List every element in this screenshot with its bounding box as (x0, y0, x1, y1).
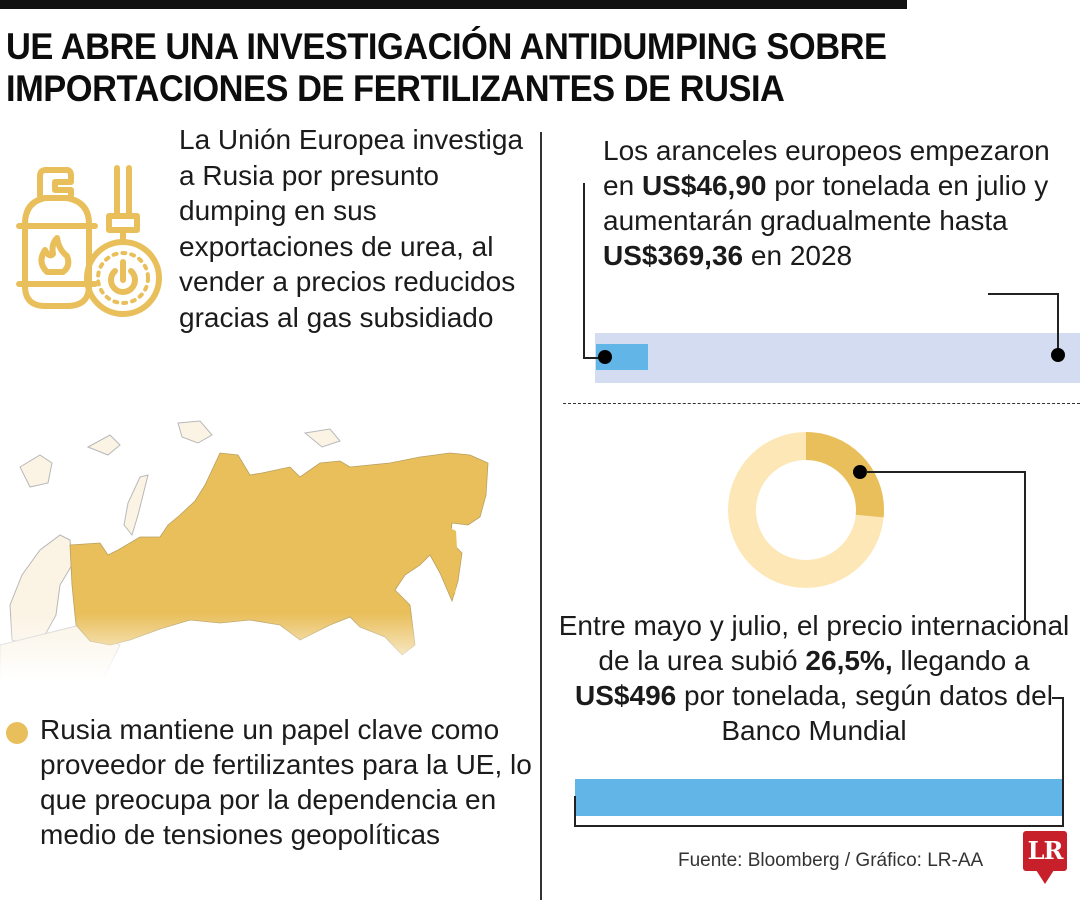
urea-text-1: Entre mayo y julio, el precio internacio… (558, 610, 1070, 676)
urea-text-3: por tonelada, según datos del Banco Mund… (676, 680, 1053, 746)
leader-line-donut-h (866, 471, 1025, 473)
urea-price-bar (575, 779, 1062, 816)
leader-line-end-h (988, 293, 1058, 295)
leader-line-start (583, 183, 585, 358)
bracket-right (1062, 697, 1064, 827)
section-separator (563, 403, 1080, 404)
title-line-1: UE ABRE UNA INVESTIGACIÓN ANTIDUMPING SO… (6, 26, 887, 67)
marker-dot-start (598, 350, 612, 364)
source-credit: Fuente: Bloomberg / Gráfico: LR-AA (678, 850, 984, 871)
russia-map (0, 405, 530, 696)
tariff-description: Los aranceles europeos empezaron en US$4… (603, 133, 1073, 273)
urea-text-2: llegando a (892, 645, 1030, 676)
urea-price-value: US$496 (575, 680, 677, 711)
bullet-text: Rusia mantiene un papel clave como prove… (40, 714, 532, 850)
title-line-2: IMPORTACIONES DE FERTILIZANTES DE RUSIA (6, 68, 785, 109)
gas-cylinder-icon (5, 158, 165, 318)
tariff-end-value: US$369,36 (603, 240, 744, 271)
lr-logo: LR (1023, 831, 1067, 871)
header-rule (0, 0, 907, 9)
bullet-dot-icon (6, 722, 28, 744)
tariff-text-2: por tonelada en julio y aumentarán gradu… (603, 170, 1049, 236)
urea-donut-chart (726, 430, 886, 590)
leader-line-end (1057, 293, 1059, 353)
tariff-text-1: Los aranceles europeos empezaron en (603, 135, 1050, 201)
bracket-bottom (574, 825, 1064, 827)
marker-dot-end (1051, 348, 1065, 362)
tariff-bar-2028 (595, 333, 1080, 383)
tariff-start-value: US$46,90 (641, 170, 767, 201)
urea-percent-value: 26,5%, (805, 645, 893, 676)
tariff-text-3: en 2028 (743, 240, 853, 271)
column-divider (540, 132, 542, 900)
urea-description: Entre mayo y julio, el precio internacio… (548, 608, 1080, 748)
page-title: UE ABRE UNA INVESTIGACIÓN ANTIDUMPING SO… (6, 26, 936, 110)
bracket-left (574, 796, 576, 826)
lr-logo-tail (1036, 870, 1054, 884)
leader-line-donut-v (1024, 471, 1026, 621)
bracket-arrow (1052, 697, 1063, 699)
intro-text: La Unión Europea investiga a Rusia por p… (179, 124, 524, 333)
leader-line-start-h (583, 357, 605, 359)
marker-dot-donut (853, 465, 867, 479)
